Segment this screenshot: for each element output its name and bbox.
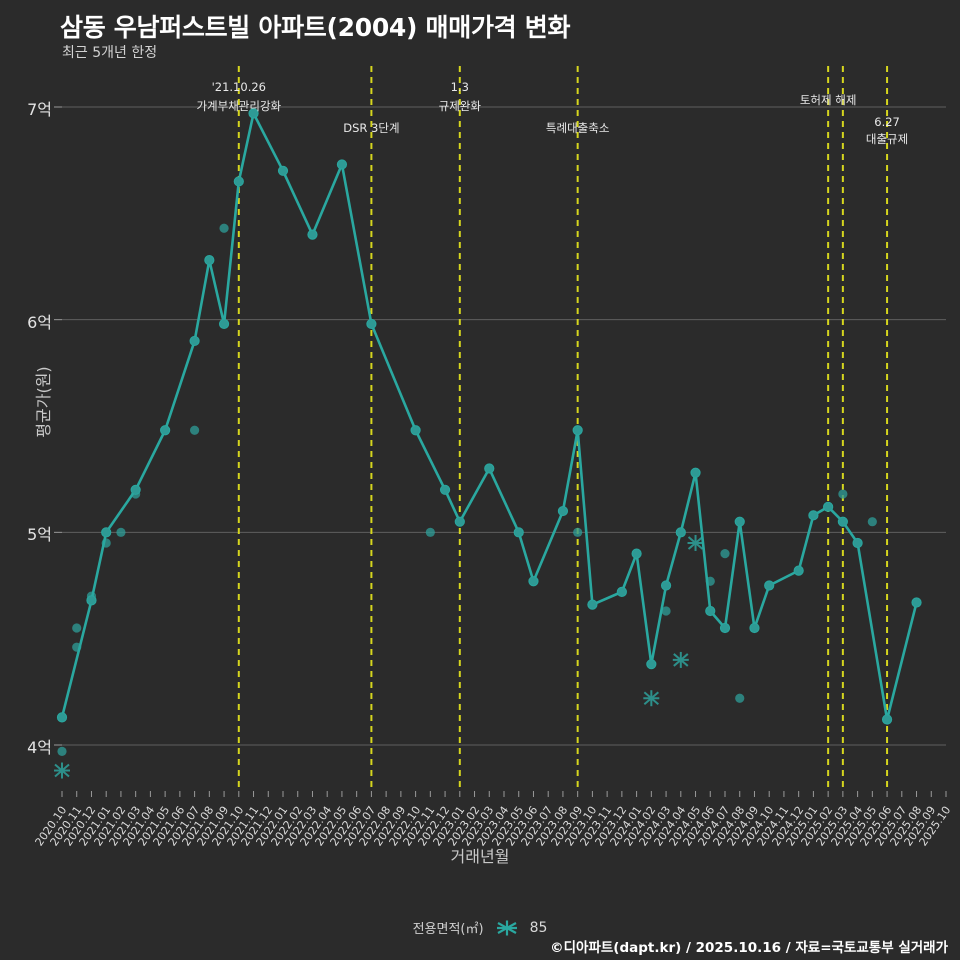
y-axis-tick-label: 7억 — [27, 100, 52, 119]
legend-title: 전용면적(㎡) — [412, 922, 484, 937]
chart-legend: 전용면적(㎡) 85 — [0, 918, 960, 938]
y-axis-tick-label: 5억 — [27, 525, 52, 545]
event-date-label: '21.10.26 — [211, 80, 266, 94]
y-axis-title: 평균가(원) — [34, 366, 53, 438]
event-name-label: 특례대출축소 — [545, 121, 610, 135]
event-name-label: 토허제 해제 — [799, 93, 857, 107]
x-axis-title: 거래년월 — [450, 847, 510, 866]
event-date-label: 1.3 — [450, 80, 469, 94]
page-title: 삼동 우남퍼스트빌 아파트(2004) 매매가격 변화 — [60, 13, 571, 42]
event-name-label: DSR 3단계 — [343, 121, 400, 135]
event-name-label: 가계부채관리강화 — [196, 99, 282, 113]
legend-value: 85 — [529, 919, 548, 936]
page-subtitle: 최근 5개년 한정 — [62, 45, 158, 61]
footer-credit: ©디아파트(dapt.kr) / 2025.10.16 / 자료=국토교통부 실… — [550, 940, 948, 956]
event-name-label: 대출규제 — [865, 132, 909, 146]
y-axis-tick-label: 6억 — [27, 312, 52, 332]
event-name-label: 규제완화 — [438, 99, 481, 113]
event-date-label: 6.27 — [874, 115, 900, 129]
x-star-marker-icon — [496, 920, 517, 935]
y-axis-tick-label: 4억 — [27, 738, 52, 757]
